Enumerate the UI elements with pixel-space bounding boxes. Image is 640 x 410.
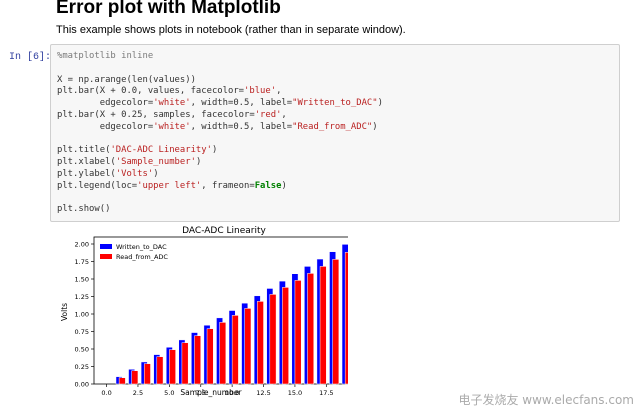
cell-input-prompt: In [6]:: [9, 52, 52, 63]
bar-read-from-adc: [118, 377, 126, 385]
markdown-subtitle: This example shows plots in notebook (ra…: [56, 24, 406, 36]
code-line: [57, 134, 383, 146]
bar-read-from-adc: [194, 335, 201, 385]
bar-read-from-adc: [269, 294, 277, 385]
legend-label: Read_from_ADC: [116, 253, 168, 261]
watermark: 电子发烧友 www.elecfans.com: [458, 393, 634, 407]
code-line: %matplotlib inline: [57, 51, 154, 61]
code-line: plt.bar(X + 0.25, samples, facecolor='re…: [57, 109, 287, 120]
code-line: plt.title('DAC-ADC Linearity'): [57, 145, 218, 156]
code-line: plt.legend(loc='upper left', frameon=Fal…: [57, 180, 287, 191]
bar-read-from-adc: [131, 370, 139, 385]
y-tick-label: 0.00: [75, 381, 89, 389]
code-line: plt.show(): [57, 204, 111, 215]
y-tick-label: 0.25: [75, 363, 89, 371]
code-cell[interactable]: %matplotlib inline X = np.arange(len(val…: [50, 44, 620, 222]
x-tick-label: 10.0: [225, 389, 239, 397]
legend-swatch: [100, 244, 112, 249]
y-tick-label: 0.75: [75, 328, 89, 336]
x-axis-label: Sample_number: [180, 388, 242, 397]
x-tick-label: 15.0: [288, 389, 302, 397]
bar-read-from-adc: [156, 356, 164, 385]
y-tick-label: 1.00: [75, 311, 89, 319]
code-line: edgecolor='white', width=0.5, label="Wri…: [57, 98, 383, 109]
bar-read-from-adc: [143, 363, 151, 385]
code-line: edgecolor='white', width=0.5, label="Rea…: [57, 121, 378, 132]
bar-read-from-adc: [231, 315, 239, 385]
code-line: plt.xlabel('Sample_number'): [57, 157, 202, 168]
code-editor[interactable]: %matplotlib inline X = np.arange(len(val…: [57, 51, 383, 216]
x-tick-label: 0.0: [101, 389, 111, 397]
bar-read-from-adc: [257, 301, 264, 385]
legend-swatch: [100, 254, 112, 259]
y-tick-label: 1.75: [75, 258, 89, 266]
x-tick-label: 17.5: [319, 389, 333, 397]
code-line: [57, 63, 383, 75]
x-tick-label: 12.5: [256, 389, 270, 397]
bar-read-from-adc: [282, 287, 289, 385]
code-line: X = np.arange(len(values)): [57, 74, 196, 85]
x-tick-label: 2.5: [133, 389, 143, 397]
bar-read-from-adc: [294, 280, 302, 385]
bar-read-from-adc: [344, 252, 348, 385]
markdown-heading: Error plot with Matplotlib: [56, 0, 281, 18]
chart-output: DAC-ADC Linearity 0.00 0.25 0.50 0.75 1.00 1.…: [60, 226, 348, 397]
bar-read-from-adc: [169, 349, 176, 385]
code-line: plt.ylabel('Volts'): [57, 168, 159, 179]
y-tick-label: 1.25: [75, 293, 89, 301]
chart-title: DAC-ADC Linearity: [182, 226, 266, 236]
code-line: plt.bar(X + 0.0, values, facecolor='blue…: [57, 86, 282, 97]
bar-read-from-adc: [319, 266, 327, 385]
x-tick-label: 7.5: [196, 389, 206, 397]
x-tick-label: 5.0: [164, 389, 174, 397]
bar-read-from-adc: [244, 308, 252, 385]
bar-read-from-adc: [219, 322, 227, 385]
y-axis-label: Volts: [60, 303, 69, 321]
y-tick-label: 2.00: [75, 241, 89, 249]
bar-read-from-adc: [206, 328, 214, 385]
bar-read-from-adc: [307, 273, 315, 385]
y-tick-label: 0.50: [75, 346, 89, 354]
y-tick-label: 1.50: [75, 276, 89, 284]
legend-label: Written_to_DAC: [116, 243, 167, 251]
bar-read-from-adc: [181, 342, 189, 385]
code-line: [57, 193, 383, 205]
bar-read-from-adc: [332, 259, 340, 385]
